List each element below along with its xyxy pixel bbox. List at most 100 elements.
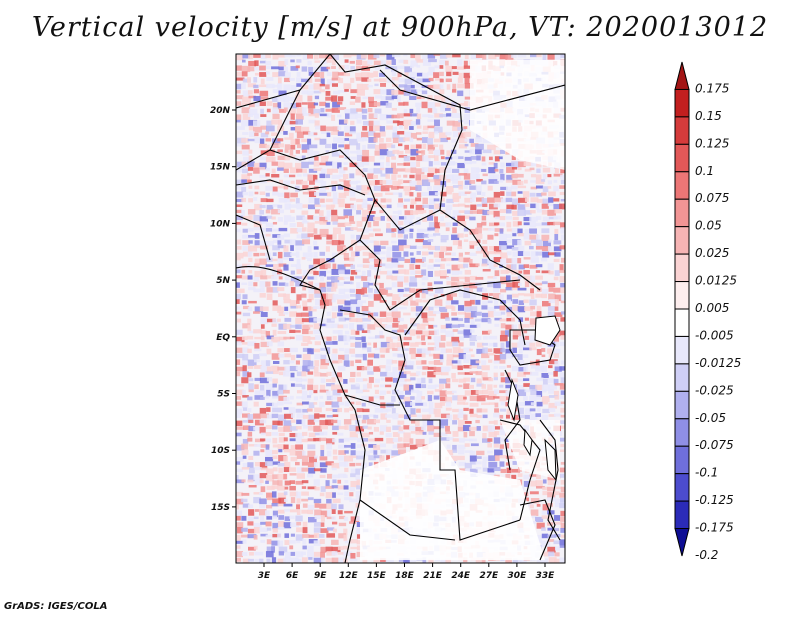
field-cell [379, 54, 386, 57]
field-cell [356, 228, 363, 232]
field-cell [493, 282, 501, 289]
field-cell [410, 360, 415, 366]
field-cell [278, 179, 283, 185]
field-cell [493, 365, 498, 369]
field-cell [523, 497, 530, 502]
field-cell [308, 414, 316, 421]
field-cell [320, 275, 325, 282]
field-cell [362, 83, 369, 90]
field-cell [457, 59, 463, 66]
field-cell [343, 191, 349, 196]
field-cell [277, 509, 285, 514]
field-cell [511, 276, 521, 283]
field-cell [457, 203, 466, 207]
field-cell [391, 233, 396, 238]
field-cell [392, 353, 401, 357]
field-cell [272, 390, 279, 398]
field-cell [314, 95, 320, 100]
field-cell [278, 227, 288, 232]
field-cell [458, 419, 465, 427]
field-cell [392, 132, 400, 139]
field-cell [511, 54, 517, 58]
field-cell [319, 282, 326, 289]
field-cell [260, 114, 267, 117]
field-cell [511, 324, 518, 332]
field-cell [397, 329, 405, 333]
field-cell [391, 228, 397, 232]
field-cell [290, 383, 295, 387]
field-cell [356, 497, 361, 503]
field-cell [517, 402, 526, 406]
field-cell [290, 456, 298, 462]
colorbar-segment [674, 500, 690, 530]
field-cell [373, 282, 381, 286]
field-cell [560, 317, 565, 322]
field-cell [326, 527, 335, 531]
field-cell [242, 245, 251, 251]
field-cell [415, 438, 425, 446]
field-cell [554, 498, 563, 505]
field-cell [374, 335, 384, 339]
field-cell [421, 251, 429, 256]
field-cell [542, 551, 550, 557]
field-cell [529, 384, 538, 391]
field-cell [289, 132, 294, 139]
field-cell [325, 186, 329, 190]
field-cell [313, 419, 320, 423]
field-cell [445, 209, 451, 216]
field-cell [361, 203, 370, 209]
field-cell [236, 468, 243, 472]
field-cell [476, 450, 485, 456]
field-cell [445, 174, 455, 182]
field-cell [265, 551, 274, 558]
field-cell [397, 288, 404, 293]
field-cell [427, 84, 435, 89]
field-cell [326, 503, 334, 510]
field-cell [458, 342, 464, 347]
field-cell [289, 300, 297, 307]
field-cell [380, 101, 389, 106]
field-cell [302, 306, 312, 311]
field-cell [308, 287, 316, 294]
field-cell [433, 126, 443, 133]
field-cell [475, 263, 480, 267]
field-cell [464, 210, 474, 215]
field-cell [523, 210, 532, 215]
field-cell [482, 138, 492, 143]
field-cell [355, 77, 362, 81]
field-cell [554, 366, 562, 372]
field-cell [374, 389, 379, 395]
field-cell [278, 371, 286, 376]
field-cell [349, 336, 356, 340]
field-cell [320, 354, 327, 361]
field-cell [458, 102, 468, 106]
field-cell [385, 161, 390, 167]
field-cell [512, 233, 517, 237]
field-cell [500, 431, 508, 436]
field-cell [313, 384, 319, 390]
field-cell [290, 264, 297, 268]
field-cell [499, 384, 504, 388]
field-cell [410, 257, 416, 264]
field-cell [283, 437, 288, 442]
field-cell [272, 528, 278, 533]
field-cell [463, 329, 472, 336]
field-cell [265, 222, 274, 228]
field-cell [403, 432, 411, 439]
field-cell [463, 359, 470, 363]
field-cell [331, 312, 337, 319]
field-cell [284, 144, 290, 150]
field-cell [385, 557, 394, 563]
field-cell [391, 95, 399, 100]
field-cell [241, 336, 248, 341]
field-cell [343, 419, 352, 425]
field-cell [356, 198, 364, 203]
field-cell [259, 60, 267, 64]
field-cell [248, 54, 253, 60]
field-cell [242, 54, 251, 59]
field-cell [277, 167, 284, 171]
field-cell [397, 203, 404, 208]
field-cell [409, 233, 414, 239]
field-cell [290, 209, 295, 213]
field-cell [553, 515, 561, 521]
